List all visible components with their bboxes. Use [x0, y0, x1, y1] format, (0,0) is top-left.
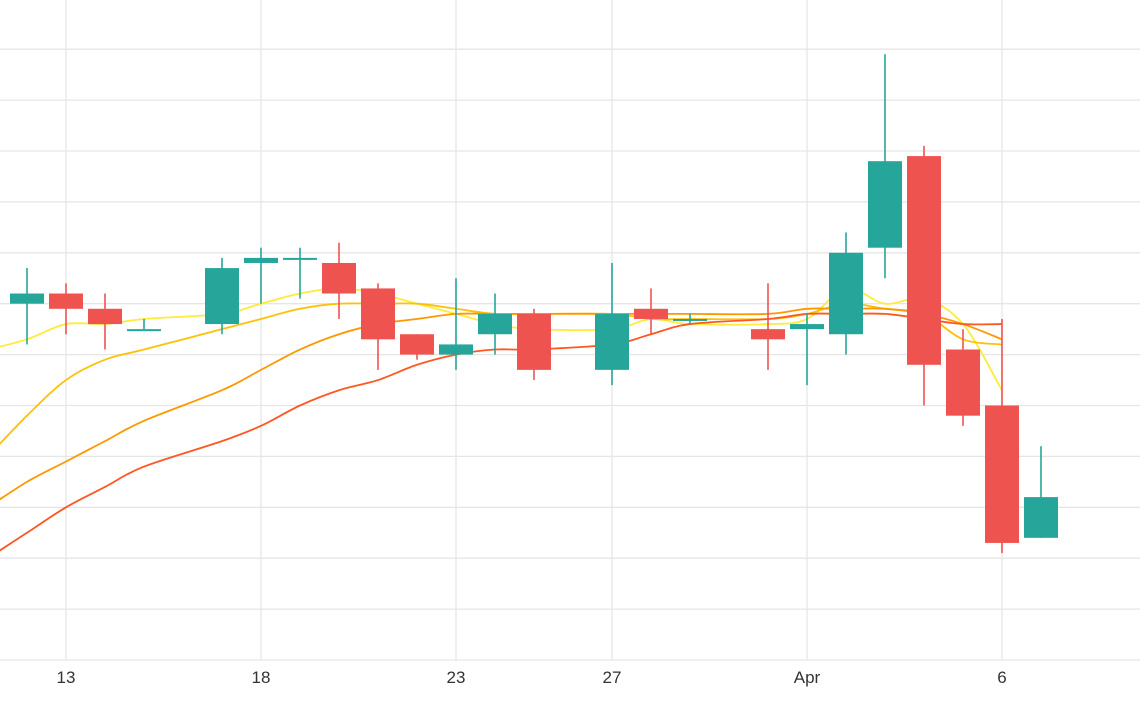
- ma-30-line: [0, 312, 1003, 552]
- candle-up: [283, 247, 317, 299]
- candle-up: [790, 313, 824, 386]
- candle-up: [868, 54, 902, 279]
- candle-down: [634, 288, 668, 335]
- candle-up: [244, 247, 278, 304]
- candle-down: [751, 283, 785, 370]
- candle-body: [1024, 497, 1058, 538]
- candle-body: [673, 318, 707, 321]
- candle-body: [946, 349, 980, 416]
- candle-body: [10, 293, 44, 304]
- candle-up: [10, 268, 44, 345]
- candle-down: [400, 334, 434, 360]
- x-tick-label: 6: [997, 668, 1006, 687]
- candle-body: [478, 313, 512, 335]
- candle-down: [361, 283, 395, 370]
- candle-body: [907, 156, 941, 365]
- horizontal-gridlines: [0, 48, 1140, 661]
- candle-up: [829, 232, 863, 355]
- candle-down: [49, 283, 83, 335]
- candle-body: [127, 329, 161, 332]
- candle-body: [595, 313, 629, 370]
- candle-down: [907, 145, 941, 406]
- candle-body: [283, 257, 317, 260]
- candle-body: [361, 288, 395, 340]
- candle-up: [673, 313, 707, 325]
- candle-body: [634, 308, 668, 319]
- candle-body: [868, 161, 902, 248]
- ma-20-line: [0, 307, 1003, 501]
- candle-up: [478, 293, 512, 355]
- x-tick-label: 27: [603, 668, 622, 687]
- candle-body: [751, 329, 785, 340]
- candle-body: [439, 344, 473, 355]
- candle-down: [88, 293, 122, 350]
- candle-body: [49, 293, 83, 309]
- candle-body: [400, 334, 434, 355]
- candle-body: [985, 405, 1019, 543]
- candle-down: [517, 308, 551, 381]
- candle-body: [322, 262, 356, 294]
- x-tick-label: 23: [447, 668, 466, 687]
- candle-body: [829, 252, 863, 335]
- candle-body: [517, 313, 551, 370]
- candle-up: [595, 262, 629, 386]
- candle-body: [790, 324, 824, 330]
- candle-body: [244, 257, 278, 263]
- x-axis-ticks: 13 18 23 27 Apr 6: [57, 668, 1007, 687]
- candle-body: [88, 308, 122, 325]
- candle-down: [322, 242, 356, 319]
- candle-up: [439, 278, 473, 370]
- candle-down: [985, 318, 1019, 554]
- candle-up: [205, 257, 239, 335]
- candle-body: [205, 268, 239, 325]
- candles: [10, 54, 1058, 554]
- x-tick-label: 13: [57, 668, 76, 687]
- x-tick-label: Apr: [794, 668, 821, 687]
- candle-up: [127, 318, 161, 332]
- candle-down: [946, 329, 980, 426]
- candle-up: [1024, 446, 1058, 538]
- x-tick-label: 18: [252, 668, 271, 687]
